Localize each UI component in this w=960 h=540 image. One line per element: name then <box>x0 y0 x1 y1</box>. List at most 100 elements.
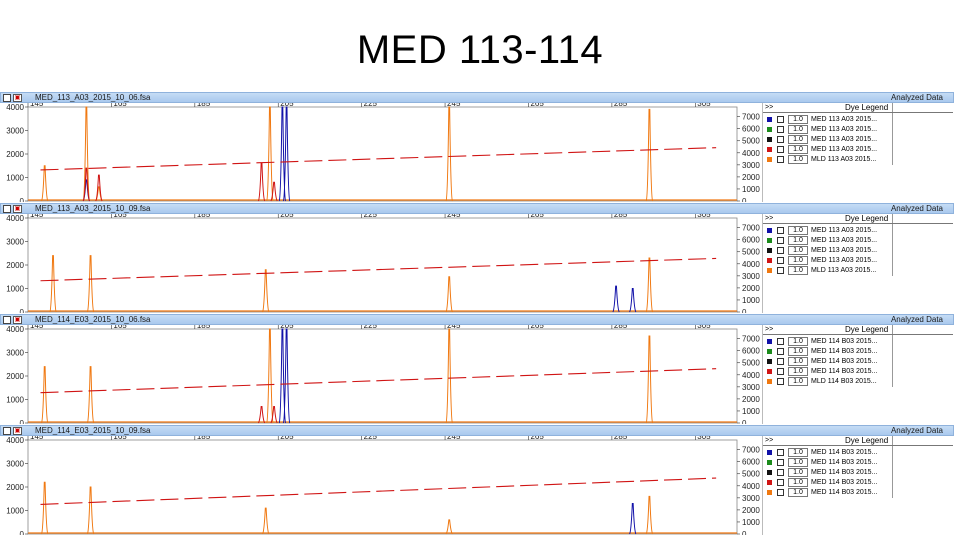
legend-checkbox[interactable] <box>777 338 784 345</box>
legend-checkbox[interactable] <box>777 227 784 234</box>
legend-checkbox[interactable] <box>777 247 784 254</box>
x-tick-label: 165 <box>113 103 127 108</box>
legend-checkbox[interactable] <box>777 358 784 365</box>
y-left-tick-label: 4000 <box>6 436 24 445</box>
scale-field[interactable]: 1.0 <box>788 377 808 386</box>
scale-field[interactable]: 1.0 <box>788 115 808 124</box>
y-right-tick-label: 6000 <box>742 125 760 134</box>
x-tick-label: 285 <box>614 103 628 108</box>
y-right-tick-label: 2000 <box>742 395 760 404</box>
orange-swatch <box>767 379 772 384</box>
sample-file-icon[interactable]: ▣ <box>13 316 22 324</box>
legend-checkbox[interactable] <box>777 126 784 133</box>
scale-field[interactable]: 1.0 <box>788 468 808 477</box>
y-right-tick-label: 4000 <box>742 482 760 491</box>
legend-expand-button[interactable]: >> <box>765 326 774 333</box>
sample-file-icon[interactable]: ▣ <box>13 427 22 435</box>
orange-peak <box>41 366 49 424</box>
orange-peak <box>266 106 274 202</box>
sample-file-icon[interactable]: ▣ <box>13 94 22 102</box>
analyzed-data-label: Analyzed Data <box>890 426 943 435</box>
legend-checkbox[interactable] <box>777 136 784 143</box>
legend-checkbox[interactable] <box>777 237 784 244</box>
orange-peak <box>41 165 49 202</box>
x-tick-label: 285 <box>614 436 628 441</box>
dye-legend: >> Dye Legend 1.0 MED 114 B03 2015... 1.0 MED… <box>762 436 953 535</box>
y-right-tick-label: 6000 <box>742 458 760 467</box>
y-right-tick-label: 3000 <box>742 272 760 281</box>
scale-field[interactable]: 1.0 <box>788 367 808 376</box>
scale-field[interactable]: 1.0 <box>788 155 808 164</box>
y-left-tick-label: 2000 <box>6 372 24 381</box>
y-right-tick-label: 2000 <box>742 173 760 182</box>
scale-field[interactable]: 1.0 <box>788 337 808 346</box>
x-tick-label: 265 <box>530 436 544 441</box>
y-right-tick-label: 1000 <box>742 407 760 416</box>
x-tick-label: 145 <box>30 103 44 108</box>
scale-field[interactable]: 1.0 <box>788 246 808 255</box>
legend-row-orange: 1.0 MLD 114 B03 2015... <box>763 377 953 387</box>
legend-title: Dye Legend <box>845 214 889 223</box>
legend-sample-name: MED 113 A03 2015... <box>811 257 878 264</box>
scale-field[interactable]: 1.0 <box>788 256 808 265</box>
legend-row-red: 1.0 MED 113 A03 2015... <box>763 145 953 155</box>
legend-checkbox[interactable] <box>777 489 784 496</box>
x-tick-label: 145 <box>30 214 44 219</box>
legend-expand-button[interactable]: >> <box>765 215 774 222</box>
legend-expand-button[interactable]: >> <box>765 437 774 444</box>
scale-field[interactable]: 1.0 <box>788 226 808 235</box>
y-right-tick-label: 5000 <box>742 359 760 368</box>
scale-field[interactable]: 1.0 <box>788 125 808 134</box>
legend-checkbox[interactable] <box>777 348 784 355</box>
legend-divider <box>763 214 893 276</box>
electropherogram-panel: ▣ MED_113_A03_2015_10_09.fsa Analyzed Data… <box>0 203 960 313</box>
legend-checkbox[interactable] <box>777 449 784 456</box>
plot-area <box>27 328 738 424</box>
scale-field[interactable]: 1.0 <box>788 266 808 275</box>
analyzed-data-label: Analyzed Data <box>890 204 943 213</box>
legend-checkbox[interactable] <box>777 116 784 123</box>
scale-field[interactable]: 1.0 <box>788 145 808 154</box>
scale-field[interactable]: 1.0 <box>788 458 808 467</box>
panel-select-checkbox[interactable] <box>3 316 11 324</box>
legend-row-red: 1.0 MED 113 A03 2015... <box>763 256 953 266</box>
legend-checkbox[interactable] <box>777 459 784 466</box>
legend-checkbox[interactable] <box>777 479 784 486</box>
scale-field[interactable]: 1.0 <box>788 357 808 366</box>
legend-expand-button[interactable]: >> <box>765 104 774 111</box>
blue-peak <box>612 285 620 313</box>
y-right-tick-label: 1000 <box>742 518 760 527</box>
legend-checkbox[interactable] <box>777 156 784 163</box>
panel-select-checkbox[interactable] <box>3 94 11 102</box>
legend-checkbox[interactable] <box>777 378 784 385</box>
y-right-tick-label: 0 <box>742 419 747 424</box>
sample-file-icon[interactable]: ▣ <box>13 205 22 213</box>
legend-checkbox[interactable] <box>777 146 784 153</box>
legend-checkbox[interactable] <box>777 257 784 264</box>
orange-peak <box>86 486 95 535</box>
orange-peak <box>645 257 654 313</box>
legend-checkbox[interactable] <box>777 368 784 375</box>
legend-row-blue: 1.0 MED 113 A03 2015... <box>763 226 953 236</box>
scale-field[interactable]: 1.0 <box>788 478 808 487</box>
electropherogram-panel: ▣ MED_114_E03_2015_10_09.fsa Analyzed Data… <box>0 425 960 535</box>
orange-peak <box>49 255 57 313</box>
y-right-tick-label: 7000 <box>742 446 760 455</box>
scale-field[interactable]: 1.0 <box>788 135 808 144</box>
legend-row-blue: 1.0 MED 114 B03 2015... <box>763 337 953 347</box>
y-right-tick-label: 0 <box>742 308 747 313</box>
scale-field[interactable]: 1.0 <box>788 488 808 497</box>
y-left-tick-label: 1000 <box>6 396 24 405</box>
legend-checkbox[interactable] <box>777 469 784 476</box>
legend-sample-name: MED 114 B03 2015... <box>811 489 878 496</box>
scale-field[interactable]: 1.0 <box>788 236 808 245</box>
orange-peak <box>82 106 91 202</box>
scale-field[interactable]: 1.0 <box>788 347 808 356</box>
y-right-tick-label: 4000 <box>742 371 760 380</box>
panel-select-checkbox[interactable] <box>3 427 11 435</box>
panel-select-checkbox[interactable] <box>3 205 11 213</box>
legend-checkbox[interactable] <box>777 267 784 274</box>
x-tick-label: 245 <box>447 103 461 108</box>
scale-field[interactable]: 1.0 <box>788 448 808 457</box>
y-right-tick-label: 4000 <box>742 260 760 269</box>
